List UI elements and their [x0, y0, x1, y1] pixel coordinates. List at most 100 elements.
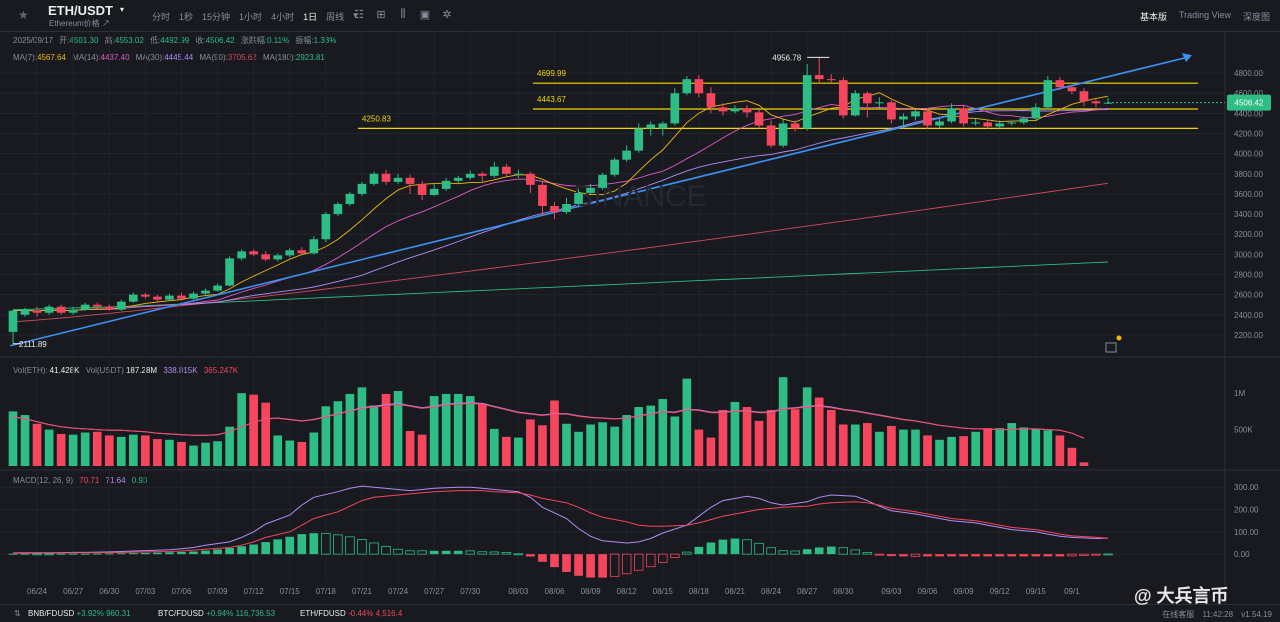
candle-type-icon[interactable]: ⫼: [400, 8, 406, 20]
ticker-eth[interactable]: ETH/FDUSD -0.44% 4,516.4: [300, 609, 402, 618]
view-tab-tradingview[interactable]: Trading View: [1178, 10, 1231, 20]
candle-body[interactable]: [538, 184, 547, 207]
candle-body[interactable]: [850, 93, 860, 116]
interval-tab[interactable]: 周线: [326, 12, 345, 22]
candle-body[interactable]: [225, 258, 234, 286]
candle-body[interactable]: [381, 173, 391, 182]
layout-icon[interactable]: ▣: [419, 9, 431, 21]
candle-body[interactable]: [8, 310, 18, 332]
candle-body[interactable]: [104, 306, 114, 310]
trend-line[interactable]: [9, 56, 1189, 347]
candle-body[interactable]: [116, 301, 126, 310]
candle-body[interactable]: [345, 193, 355, 204]
gear-icon[interactable]: ✲: [442, 9, 452, 21]
candle-body[interactable]: [1055, 80, 1065, 88]
candle-body[interactable]: [453, 177, 463, 181]
symbol-subtitle-link[interactable]: Ethereum价格 ↗: [49, 19, 110, 28]
interval-more-chevron-icon[interactable]: ▾: [353, 10, 358, 20]
candle-body[interactable]: [646, 124, 656, 129]
candle-body[interactable]: [213, 285, 222, 291]
candle-body[interactable]: [887, 102, 896, 120]
candle-body[interactable]: [165, 295, 174, 300]
view-tab-depth[interactable]: 深度图: [1242, 12, 1270, 22]
candle-body[interactable]: [393, 177, 403, 182]
interval-tab[interactable]: 15分钟: [202, 12, 231, 22]
candle-body[interactable]: [502, 166, 511, 174]
candle-body[interactable]: [766, 125, 776, 146]
interval-tab[interactable]: 4小时: [271, 12, 295, 22]
candle-body[interactable]: [441, 180, 451, 189]
candle-body[interactable]: [754, 112, 764, 126]
candle-body[interactable]: [297, 250, 307, 254]
candle-body[interactable]: [971, 122, 980, 124]
candle-body[interactable]: [790, 123, 800, 129]
candle-body[interactable]: [742, 108, 752, 113]
candle-body[interactable]: [911, 111, 920, 117]
candle-body[interactable]: [201, 290, 210, 294]
candle-body[interactable]: [92, 304, 102, 307]
candle-body[interactable]: [1031, 107, 1041, 119]
candle-body[interactable]: [995, 123, 1005, 127]
ticker-btc[interactable]: BTC/FDUSD +0.94% 116,736.53: [158, 609, 275, 618]
candle-body[interactable]: [1067, 87, 1077, 92]
candle-body[interactable]: [153, 296, 162, 300]
candle-body[interactable]: [959, 108, 968, 124]
interval-tab[interactable]: 分时: [152, 12, 171, 22]
symbol-dropdown-chevron-icon[interactable]: ▾: [120, 5, 125, 14]
candle-body[interactable]: [802, 75, 812, 129]
candle-body[interactable]: [261, 254, 271, 260]
candle-body[interactable]: [357, 183, 367, 194]
candle-body[interactable]: [514, 173, 523, 175]
candle-body[interactable]: [1007, 122, 1017, 124]
candle-body[interactable]: [899, 116, 908, 120]
candle-body[interactable]: [1043, 80, 1053, 108]
candle-body[interactable]: [68, 309, 78, 313]
candle-body[interactable]: [32, 310, 42, 313]
candle-body[interactable]: [20, 309, 30, 315]
candle-body[interactable]: [1091, 101, 1101, 104]
view-tab-basic[interactable]: 基本版: [1139, 12, 1167, 22]
candle-body[interactable]: [321, 214, 331, 240]
candle-body[interactable]: [634, 128, 644, 151]
candle-body[interactable]: [44, 306, 54, 313]
candle-body[interactable]: [694, 79, 704, 94]
candle-body[interactable]: [309, 239, 319, 254]
candle-body[interactable]: [405, 177, 415, 184]
candle-body[interactable]: [489, 166, 499, 176]
candle-body[interactable]: [814, 75, 824, 80]
candle-body[interactable]: [778, 123, 788, 146]
candle-body[interactable]: [177, 295, 186, 299]
candle-body[interactable]: [1019, 118, 1029, 123]
candle-body[interactable]: [658, 123, 668, 129]
candle-body[interactable]: [273, 255, 283, 260]
candle-body[interactable]: [718, 107, 728, 112]
favorite-star-icon[interactable]: ★: [18, 8, 29, 22]
candle-body[interactable]: [947, 108, 956, 122]
candle-body[interactable]: [477, 173, 487, 176]
candle-body[interactable]: [586, 187, 595, 193]
candle-body[interactable]: [574, 192, 583, 204]
candle-body[interactable]: [826, 79, 836, 81]
screenshot-icon[interactable]: [1105, 342, 1117, 353]
candle-body[interactable]: [429, 188, 439, 195]
candle-body[interactable]: [923, 111, 932, 126]
candle-body[interactable]: [670, 93, 680, 124]
candle-body[interactable]: [562, 204, 571, 213]
candle-body[interactable]: [935, 121, 944, 126]
candle-body[interactable]: [730, 108, 740, 112]
candle-body[interactable]: [983, 122, 993, 127]
interval-tab[interactable]: 1秒: [179, 12, 194, 22]
candle-body[interactable]: [128, 294, 138, 302]
candle-body[interactable]: [863, 93, 872, 104]
candle-body[interactable]: [249, 251, 258, 255]
interval-tab[interactable]: 1小时: [239, 12, 263, 22]
candle-body[interactable]: [56, 306, 66, 313]
candle-body[interactable]: [333, 204, 343, 215]
candle-body[interactable]: [80, 304, 90, 310]
candle-body[interactable]: [417, 183, 427, 195]
symbol-title[interactable]: ETH/USDT: [48, 3, 113, 18]
candle-body[interactable]: [550, 206, 559, 213]
ticker-bnb[interactable]: BNB/FDUSD +3.92% 960.31: [28, 609, 131, 618]
candle-body[interactable]: [465, 173, 475, 178]
candle-body[interactable]: [598, 174, 607, 188]
